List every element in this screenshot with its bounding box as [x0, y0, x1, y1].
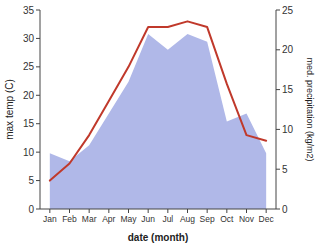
x-tick — [246, 209, 247, 213]
x-tick-label: Mar — [82, 214, 97, 224]
x-tick-label: Dec — [259, 214, 275, 224]
x-tick-label: Jan — [43, 214, 57, 224]
x-tick-label: Nov — [239, 214, 255, 224]
x-axis-line — [40, 209, 276, 210]
y2-tick — [276, 129, 280, 130]
y-tick-label: 25 — [23, 61, 35, 72]
y-tick — [36, 10, 40, 11]
y-tick-label: 35 — [23, 5, 35, 16]
y-tick-label: 20 — [23, 90, 35, 101]
x-tick — [89, 209, 90, 213]
y-axis-label: max temp (C) — [4, 79, 15, 140]
x-tick-label: Feb — [62, 214, 77, 224]
y-tick-label: 30 — [23, 33, 35, 44]
y2-tick — [276, 10, 280, 11]
y-tick — [36, 152, 40, 153]
x-tick-label: Apr — [102, 214, 115, 224]
y-tick-label: 10 — [23, 147, 35, 158]
x-tick — [108, 209, 109, 213]
temp-line — [50, 21, 266, 180]
x-tick-label: Aug — [180, 214, 195, 224]
x-axis-label: date (month) — [128, 232, 189, 243]
y2-axis-line — [276, 10, 277, 209]
x-tick — [187, 209, 188, 213]
x-tick — [148, 209, 149, 213]
x-tick — [69, 209, 70, 213]
y-tick — [36, 123, 40, 124]
y-tick-label: 0 — [28, 204, 34, 215]
y-axis-line — [40, 10, 41, 209]
y2-tick — [276, 49, 280, 50]
x-tick — [128, 209, 129, 213]
y2-tick-label: 0 — [282, 204, 288, 215]
x-tick — [266, 209, 267, 213]
y-tick — [36, 209, 40, 210]
y-tick — [36, 180, 40, 181]
y-tick — [36, 38, 40, 39]
x-tick-label: Oct — [220, 214, 234, 224]
x-tick — [226, 209, 227, 213]
y2-tick — [276, 169, 280, 170]
x-tick — [167, 209, 168, 213]
x-tick-label: Jun — [141, 214, 155, 224]
x-tick-label: Jul — [162, 214, 173, 224]
x-tick — [49, 209, 50, 213]
y2-tick-label: 20 — [282, 44, 294, 55]
y2-tick-label: 10 — [282, 124, 294, 135]
y2-tick-label: 5 — [282, 164, 288, 175]
plot-area — [50, 21, 266, 209]
y-tick — [36, 95, 40, 96]
y2-tick — [276, 89, 280, 90]
y-tick-label: 5 — [28, 175, 34, 186]
y-tick-label: 15 — [23, 118, 35, 129]
x-tick-label: Sep — [200, 214, 215, 224]
y2-tick-label: 25 — [282, 5, 294, 16]
y2-tick — [276, 209, 280, 210]
precip-area — [50, 34, 266, 209]
y-tick — [36, 66, 40, 67]
x-tick — [207, 209, 208, 213]
y2-axis-label: med. precipitation (kg/m2) — [305, 57, 315, 161]
chart: 0 5 10 15 20 25 30 35 0 5 10 15 20 25 Jan Feb Mar Apr May J… — [0, 0, 318, 247]
y2-tick-label: 15 — [282, 84, 294, 95]
x-tick-label: May — [120, 214, 137, 224]
